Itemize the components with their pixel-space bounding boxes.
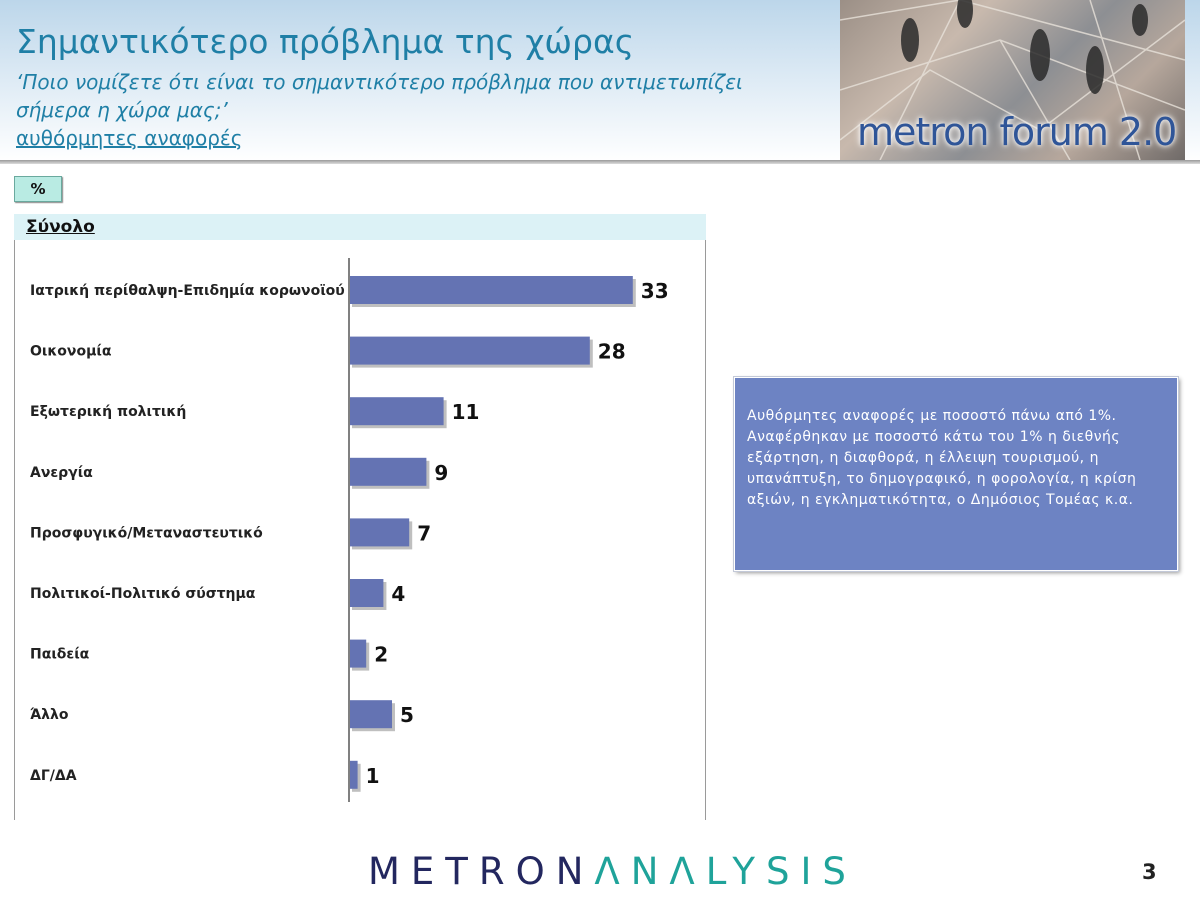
chart-header: Σύνολο: [14, 214, 706, 240]
category-label: Άλλο: [30, 707, 69, 723]
brand-photo: metron forum 2.0: [840, 0, 1185, 160]
question-text: ‘Ποιο νομίζετε ότι είναι το σημαντικότερ…: [16, 70, 743, 122]
category-label: Εξωτερική πολιτική: [30, 404, 186, 420]
category-label: Πολιτικοί-Πολιτικό σύστημα: [30, 586, 256, 602]
brand-logo-text: metron forum 2.0: [857, 110, 1177, 154]
category-label: Ανεργία: [30, 465, 93, 481]
category-label: Προσφυγικό/Μεταναστευτικό: [30, 525, 263, 541]
bar: [349, 457, 427, 486]
page-number: 3: [1142, 860, 1157, 884]
category-label: ΔΓ/ΔΑ: [30, 768, 77, 784]
logo-part-metron: METRON: [368, 850, 595, 893]
value-label: 33: [641, 279, 669, 303]
bar: [349, 518, 410, 547]
category-label: Οικονομία: [30, 344, 112, 360]
page-title: Σημαντικότερο πρόβλημα της χώρας: [16, 22, 635, 61]
note-box: Αυθόρμητες αναφορές με ποσοστό πάνω από …: [734, 377, 1178, 571]
unit-badge: %: [14, 176, 62, 202]
chart-title: Σύνολο: [26, 217, 95, 237]
bar: [349, 760, 358, 789]
value-label: 9: [434, 461, 448, 485]
header-divider: [0, 160, 1200, 164]
bar: [349, 397, 444, 426]
bar: [349, 700, 392, 729]
value-label: 11: [452, 400, 480, 424]
bar: [349, 336, 590, 365]
value-label: 4: [391, 582, 405, 606]
bar: [349, 276, 633, 304]
photo-pattern: [840, 0, 1185, 160]
bar: [349, 579, 384, 607]
category-label: Ιατρική περίθαλψη-Επιδημία κορωνοϊού: [30, 283, 345, 299]
metron-analysis-logo: METRONΛNΛLYSIS: [368, 850, 857, 893]
value-label: 28: [598, 340, 626, 364]
bar: [349, 639, 367, 668]
chart-frame: [14, 240, 706, 820]
value-label: 2: [374, 643, 388, 667]
logo-part-analysis: ΛNΛLYSIS: [594, 850, 857, 893]
value-label: 1: [366, 764, 380, 788]
subnote-text: αυθόρμητες αναφορές: [16, 126, 243, 150]
category-label: Παιδεία: [30, 647, 90, 663]
value-label: 7: [417, 521, 431, 545]
value-label: 5: [400, 703, 414, 727]
